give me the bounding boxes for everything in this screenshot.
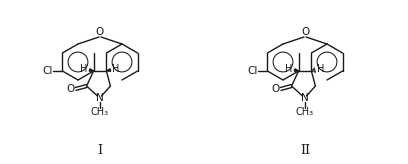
Text: Cl: Cl xyxy=(247,66,257,76)
Text: N: N xyxy=(95,93,103,103)
Polygon shape xyxy=(106,69,111,71)
Text: Cl: Cl xyxy=(42,66,53,76)
Text: O: O xyxy=(301,27,309,37)
Text: CH₃: CH₃ xyxy=(295,107,314,117)
Polygon shape xyxy=(89,69,93,71)
Text: H: H xyxy=(317,64,325,74)
Text: H: H xyxy=(80,64,88,74)
Text: CH₃: CH₃ xyxy=(91,107,109,117)
Polygon shape xyxy=(294,69,299,71)
Text: O: O xyxy=(271,84,280,94)
Text: H: H xyxy=(113,64,120,74)
Text: O: O xyxy=(67,84,75,94)
Text: I: I xyxy=(98,144,102,156)
Text: N: N xyxy=(301,93,308,103)
Text: II: II xyxy=(300,144,310,156)
Text: O: O xyxy=(96,27,104,37)
Text: H: H xyxy=(285,64,293,74)
